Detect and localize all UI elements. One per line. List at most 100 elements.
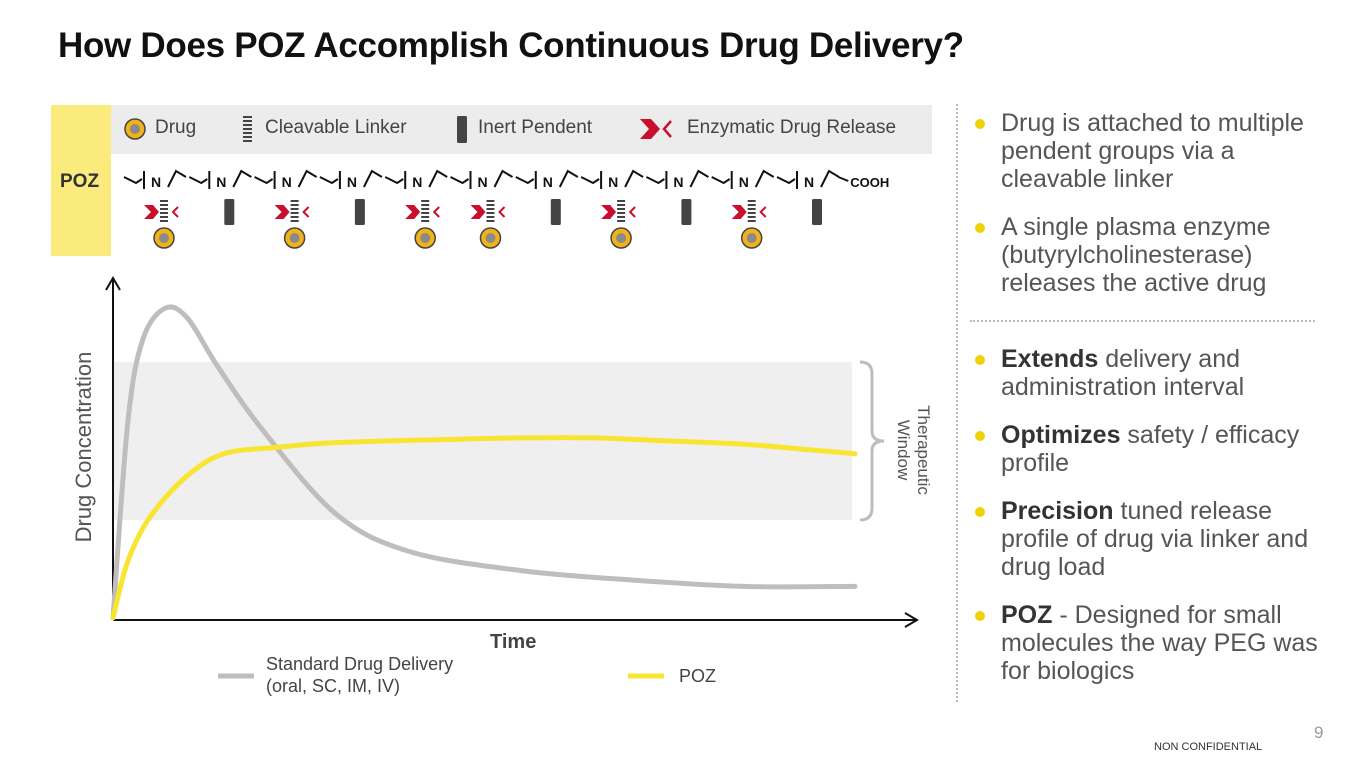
release-scissor-icon xyxy=(498,206,506,218)
release-scissor-icon xyxy=(759,206,767,218)
chain-nitrogen-label: N xyxy=(608,174,618,190)
y-axis-label: Drug Concentration xyxy=(71,351,96,543)
therapeutic-window-brace xyxy=(859,360,885,522)
chain-nitrogen-label: N xyxy=(478,174,488,190)
vertical-divider xyxy=(956,104,958,702)
x-axis-arrowhead xyxy=(904,612,919,628)
poz-tag-background xyxy=(51,105,111,256)
cleavable-linker-icon xyxy=(290,200,299,222)
enzymatic-release-icon xyxy=(470,205,486,219)
chain-nitrogen-label: N xyxy=(282,174,292,190)
chain-bond xyxy=(558,169,579,188)
chain-bond xyxy=(297,169,318,188)
cleavable-linker-icon xyxy=(486,200,495,222)
chain-bond xyxy=(624,169,644,188)
chain-nitrogen-label: N xyxy=(804,174,814,190)
bullet-dot-icon xyxy=(975,223,985,233)
inert-pendent-icon xyxy=(354,199,365,225)
chain-bond xyxy=(493,169,514,188)
chain-bond xyxy=(645,176,665,185)
poz-tag-label: POZ xyxy=(60,171,100,192)
inert-pendent-legend-icon xyxy=(457,116,467,143)
legend-standard-line2: (oral, SC, IM, IV) xyxy=(266,676,401,696)
chain-bond xyxy=(363,169,383,188)
confidentiality-label: NON CONFIDENTIAL xyxy=(1154,741,1263,753)
therapeutic-window-label-line2: Window xyxy=(894,419,913,481)
cleavable-linker-icon xyxy=(747,200,756,222)
chain-bond xyxy=(384,176,404,185)
inert-pendent-icon xyxy=(681,199,692,225)
chain-backbone xyxy=(123,169,840,189)
chain-bond xyxy=(754,169,775,188)
chain-nitrogen-label: N xyxy=(739,174,749,190)
bullet-dot-icon xyxy=(975,119,985,129)
chain-bond xyxy=(428,169,448,188)
bullet-item: Drug is attached to multiple pendent gro… xyxy=(975,109,1325,193)
drug-core xyxy=(746,233,757,243)
drug-core xyxy=(289,233,300,243)
inert-pendent-icon xyxy=(550,199,561,225)
chain-bond xyxy=(319,176,339,185)
chain-bond xyxy=(188,176,208,185)
chain-bond xyxy=(776,176,796,185)
release-scissor-icon xyxy=(302,206,310,218)
enzymatic-release-icon xyxy=(601,205,617,219)
legend-poz-label: POZ xyxy=(679,666,717,686)
legend-drug-label: Drug xyxy=(155,117,197,138)
therapeutic-window-label-line1: Therapeutic xyxy=(914,405,933,495)
horizontal-divider xyxy=(970,320,1315,322)
chain-bond xyxy=(167,169,187,188)
enzymatic-release-legend-icon xyxy=(640,119,672,139)
bullet-list-top: Drug is attached to multiple pendent gro… xyxy=(975,109,1325,317)
chain-nitrogen-label: N xyxy=(216,174,226,190)
bullet-list-bottom: Extends delivery and administration inte… xyxy=(975,345,1325,705)
drug-core xyxy=(616,233,627,243)
chain-nitrogen-label: N xyxy=(543,174,553,190)
bullet-dot-icon xyxy=(975,611,985,621)
chain-nitrogen-label: N xyxy=(673,174,683,190)
page-number: 9 xyxy=(1314,723,1324,742)
drug-core xyxy=(485,233,496,243)
drug-core xyxy=(159,233,169,243)
enzymatic-release-icon xyxy=(405,205,421,219)
inert-pendent-icon xyxy=(224,199,235,225)
enzymatic-release-icon xyxy=(731,205,747,219)
chain-bond xyxy=(254,176,274,185)
bullet-item: Optimizes safety / efficacy profile xyxy=(975,421,1325,477)
legend-inert-label: Inert Pendent xyxy=(478,117,593,138)
drug-legend-icon xyxy=(124,118,146,140)
chain-bond xyxy=(580,176,600,185)
cleavable-linker-legend-icon xyxy=(243,116,252,142)
bullet-dot-icon xyxy=(975,355,985,365)
x-axis-label: Time xyxy=(490,631,537,653)
chain-bond xyxy=(123,176,143,185)
drug-core xyxy=(420,233,431,243)
chain-nitrogen-label: N xyxy=(412,174,422,190)
bullet-item: Precision tuned release profile of drug … xyxy=(975,497,1325,581)
chain-terminal-label: COOH xyxy=(850,175,889,190)
cleavable-linker-icon xyxy=(421,200,430,222)
chain-bond xyxy=(450,176,470,185)
legend-release-label: Enzymatic Drug Release xyxy=(687,117,897,138)
release-scissor-icon xyxy=(171,206,179,218)
therapeutic-window-label: Therapeutic Window xyxy=(893,405,933,495)
y-axis-arrowhead xyxy=(105,276,121,291)
enzymatic-release-icon xyxy=(274,205,290,219)
legend-linker-label: Cleavable Linker xyxy=(265,117,407,138)
page-title: How Does POZ Accomplish Continuous Drug … xyxy=(58,26,964,65)
poz-curve xyxy=(110,435,858,621)
bullet-dot-icon xyxy=(975,507,985,517)
chain-nitrogen-label: N xyxy=(151,174,161,190)
chain-bond xyxy=(820,169,840,188)
chain-bond xyxy=(515,176,535,185)
inert-pendent-icon xyxy=(812,199,822,225)
bullet-item: A single plasma enzyme (butyrylcholinest… xyxy=(975,213,1325,297)
chain-bond xyxy=(689,169,709,188)
legend-standard-label: Standard Drug Delivery (oral, SC, IM, IV… xyxy=(266,653,453,697)
bullet-dot-icon xyxy=(975,431,985,441)
bullet-item: POZ - Designed for small molecules the w… xyxy=(975,601,1325,685)
legend-standard-line1: Standard Drug Delivery xyxy=(266,654,454,674)
